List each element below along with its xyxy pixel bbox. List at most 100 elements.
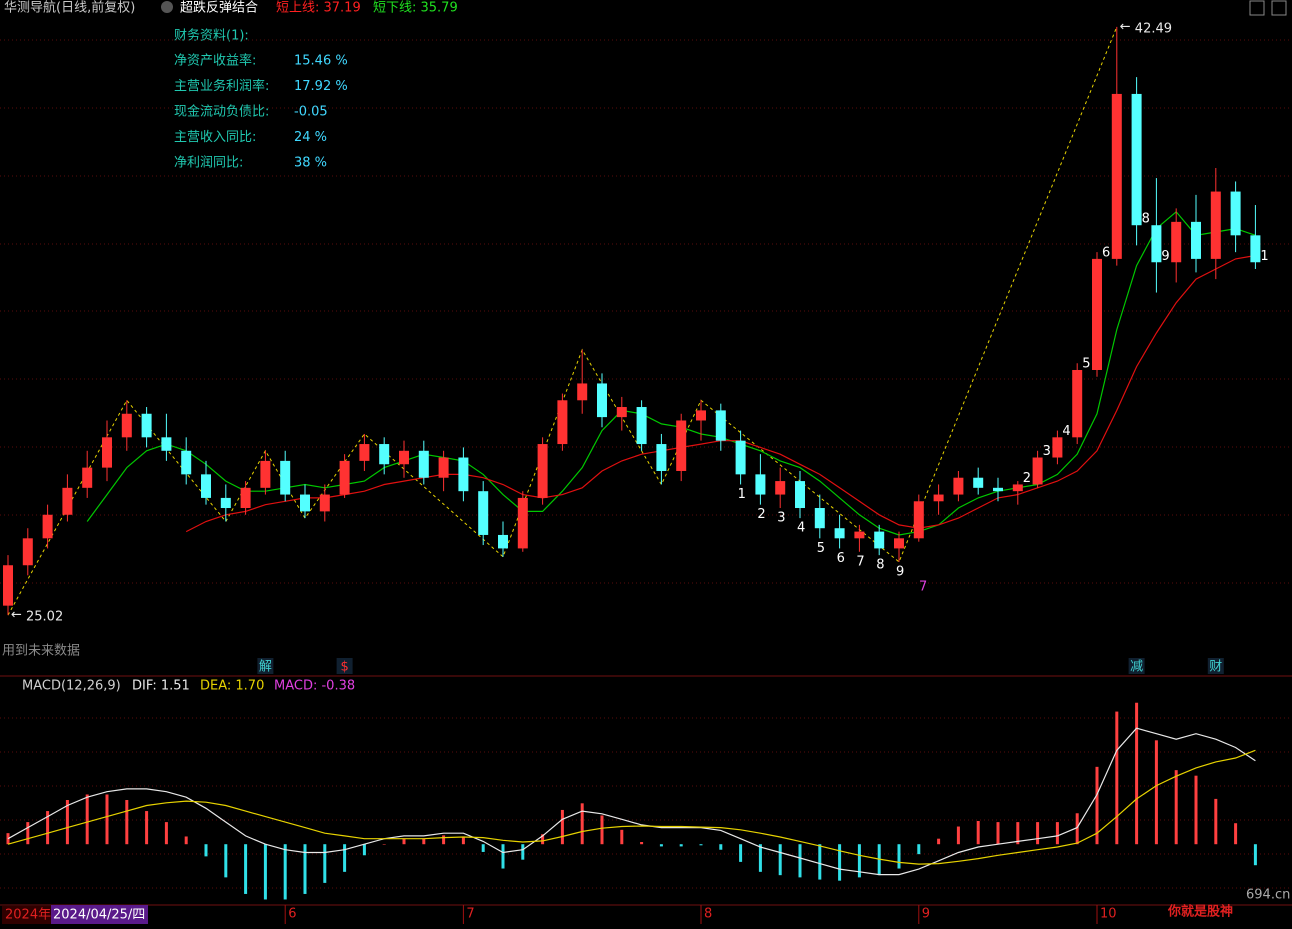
macd-bar <box>818 844 822 880</box>
month-label: 8 <box>704 907 712 922</box>
dea-label: DEA: 1.70 <box>200 679 264 694</box>
candle-body <box>141 413 152 438</box>
macd-bar <box>560 809 564 845</box>
macd-bar <box>580 803 584 845</box>
candle-body <box>359 444 370 461</box>
macd-name: MACD(12,26,9) <box>22 679 121 694</box>
zigzag <box>7 26 1118 616</box>
candle-body <box>854 531 865 539</box>
candle-body <box>201 474 211 498</box>
count-label: 1 <box>738 487 746 502</box>
menu-icon[interactable] <box>161 1 173 13</box>
event-marker: 减 <box>1130 660 1143 675</box>
window-button[interactable] <box>1271 0 1287 16</box>
macd-bar <box>1234 823 1238 845</box>
candle-body <box>498 534 508 549</box>
month-label: 10 <box>1100 907 1117 922</box>
count-label: 8 <box>876 558 884 573</box>
candle-body <box>1131 93 1142 226</box>
candle-body <box>82 467 93 488</box>
cursor-date-box <box>51 905 148 924</box>
candle-body <box>1072 369 1083 438</box>
candle-body <box>240 487 251 509</box>
macd-bar <box>46 811 50 845</box>
window-button[interactable] <box>1249 0 1265 16</box>
candle-body <box>577 383 588 401</box>
candle-body <box>438 457 449 478</box>
macd-bar <box>382 844 386 845</box>
macd-bar <box>640 842 644 845</box>
macd-bar <box>956 826 960 845</box>
candle-body <box>913 501 924 539</box>
macd-bar <box>422 838 426 845</box>
count-label: 5 <box>1082 356 1090 371</box>
macd-bar <box>105 794 109 845</box>
candle-body <box>161 437 172 451</box>
macd-bar <box>1253 844 1257 866</box>
candle-body <box>280 460 291 495</box>
candle-body <box>1171 221 1182 263</box>
month-label: 6 <box>288 907 296 922</box>
candle-body <box>1210 191 1221 259</box>
macd-bar <box>996 822 1000 845</box>
candle-body <box>62 487 73 515</box>
event-marker: 财 <box>1209 660 1222 675</box>
macd-bar <box>719 844 723 850</box>
fundamental-value: 17.92 % <box>294 79 348 94</box>
macd-bar <box>65 800 69 845</box>
future-data-notice: 用到未来数据 <box>2 644 80 659</box>
candle-body <box>3 565 13 606</box>
macd-bar <box>85 794 89 845</box>
candle-body <box>894 538 904 549</box>
macd-bar <box>758 844 762 872</box>
macd-bar <box>620 829 624 845</box>
macd-bar <box>283 844 287 900</box>
count-label: 9 <box>1161 249 1169 264</box>
fundamental-label: 主营业务利润率: <box>174 78 269 94</box>
macd-bar <box>1174 770 1178 845</box>
fundamentals-title: 财务资料(1): <box>174 28 249 44</box>
fundamental-label: 净利润同比: <box>174 156 243 171</box>
candle-body <box>795 481 805 509</box>
macd-bar <box>343 844 347 872</box>
event-box <box>257 658 274 674</box>
fundamental-label: 主营收入同比: <box>174 130 256 145</box>
macd-label: MACD: -0.38 <box>274 679 355 694</box>
event-box <box>1128 658 1145 674</box>
event-box <box>1207 658 1224 674</box>
stock-title: 华测导航(日线,前复权) <box>4 0 135 16</box>
count-label: 6 <box>1102 245 1110 260</box>
macd-bar <box>263 844 267 900</box>
candle-body <box>181 450 192 475</box>
count-label: 1 <box>1260 249 1268 264</box>
candle-body <box>696 410 706 421</box>
candle-body <box>1151 225 1162 263</box>
candle-body <box>1250 235 1261 263</box>
macd-bar <box>1075 813 1079 845</box>
watermark-site: 694.cn <box>1246 888 1290 903</box>
candle-body <box>676 420 687 471</box>
watermark-text: 你就是股神 <box>1167 904 1233 920</box>
event-marker: $ <box>340 660 348 675</box>
candle-body <box>537 444 548 498</box>
candle-body <box>557 400 568 445</box>
event-marker: 解 <box>259 660 272 675</box>
macd-bar <box>204 844 208 857</box>
macd-bar <box>600 815 604 845</box>
candle-body <box>814 508 825 529</box>
macd-bar <box>1154 740 1158 845</box>
macd-bar <box>1115 711 1119 845</box>
event-box <box>336 658 353 674</box>
candle-body <box>260 460 271 488</box>
year-box <box>2 906 52 924</box>
candle-body <box>874 531 885 549</box>
candle-body <box>517 497 528 549</box>
candle-body <box>339 460 350 495</box>
macd-bar <box>1135 702 1139 845</box>
macd-bar <box>461 836 465 845</box>
cursor-date: 2024/04/25/四 <box>53 908 145 923</box>
candle-body <box>715 410 726 441</box>
macd-bar <box>739 844 743 862</box>
candle-body <box>1191 221 1201 259</box>
macd-bar <box>442 835 446 845</box>
